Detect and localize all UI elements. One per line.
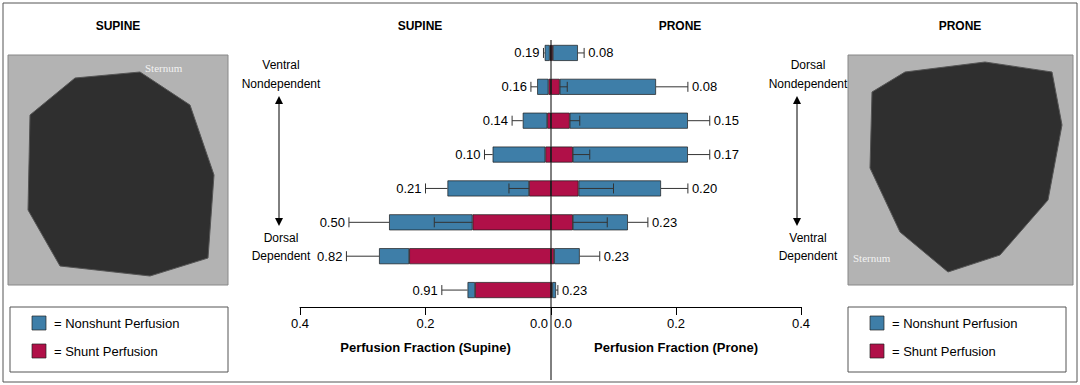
svg-text:0.2: 0.2 (667, 316, 685, 331)
svg-text:0.17: 0.17 (714, 147, 739, 162)
svg-text:= Shunt Perfusion: = Shunt Perfusion (54, 344, 158, 359)
svg-text:Sternum: Sternum (145, 62, 183, 74)
svg-text:0.0: 0.0 (554, 316, 572, 331)
svg-text:0.14: 0.14 (483, 113, 508, 128)
svg-text:0.4: 0.4 (291, 316, 309, 331)
svg-text:0.15: 0.15 (714, 113, 739, 128)
svg-text:0.2: 0.2 (416, 316, 434, 331)
svg-text:Dependent: Dependent (252, 249, 311, 263)
svg-text:0.20: 0.20 (692, 181, 717, 196)
svg-text:Perfusion Fraction (Supine): Perfusion Fraction (Supine) (340, 340, 510, 355)
svg-text:0.08: 0.08 (588, 45, 613, 60)
svg-text:Dorsal: Dorsal (264, 231, 299, 245)
svg-text:PRONE: PRONE (939, 19, 982, 33)
svg-text:= Nonshunt Perfusion: = Nonshunt Perfusion (54, 316, 179, 331)
svg-text:SUPINE: SUPINE (398, 19, 443, 33)
svg-text:Dorsal: Dorsal (791, 58, 826, 72)
svg-text:0.91: 0.91 (413, 283, 438, 298)
svg-text:0.16: 0.16 (502, 79, 527, 94)
svg-text:0.19: 0.19 (514, 45, 539, 60)
svg-text:= Shunt Perfusion: = Shunt Perfusion (892, 344, 996, 359)
svg-text:0.23: 0.23 (604, 249, 629, 264)
svg-text:Perfusion Fraction (Prone): Perfusion Fraction (Prone) (594, 340, 758, 355)
svg-text:0.08: 0.08 (692, 79, 717, 94)
svg-text:0.50: 0.50 (320, 215, 345, 230)
svg-text:0.10: 0.10 (455, 147, 480, 162)
svg-text:0.82: 0.82 (317, 249, 342, 264)
svg-text:Ventral: Ventral (262, 58, 299, 72)
svg-text:Sternum: Sternum (853, 252, 891, 264)
svg-text:0.21: 0.21 (396, 181, 421, 196)
svg-text:0.23: 0.23 (652, 215, 677, 230)
svg-text:0.4: 0.4 (792, 316, 810, 331)
svg-text:Nondependent: Nondependent (769, 77, 848, 91)
svg-text:Nondependent: Nondependent (242, 77, 321, 91)
svg-text:Ventral: Ventral (789, 231, 826, 245)
svg-text:SUPINE: SUPINE (96, 19, 141, 33)
svg-text:PRONE: PRONE (659, 19, 702, 33)
svg-text:= Nonshunt Perfusion: = Nonshunt Perfusion (892, 316, 1017, 331)
svg-text:0.0: 0.0 (530, 316, 548, 331)
svg-text:0.23: 0.23 (562, 283, 587, 298)
svg-text:Dependent: Dependent (779, 249, 838, 263)
